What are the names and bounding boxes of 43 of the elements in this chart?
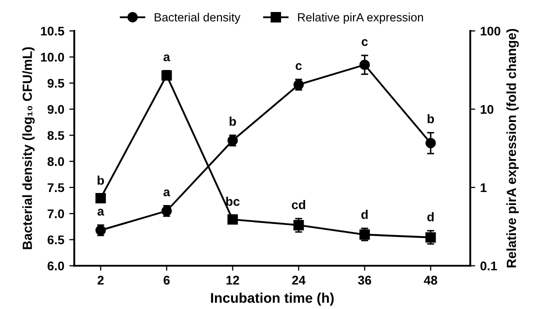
y2-tick-label: 100 [480,26,500,36]
point [359,60,370,70]
y-tick-label: 8.5 [48,131,64,140]
y-tick-label: 7.5 [48,183,64,192]
point [425,138,436,148]
y2-tick-label: 0.1 [480,262,497,270]
x-tick-label: 2 [98,276,104,285]
legend-label: Relative pirA expression [298,12,423,24]
data-label: d [361,210,368,219]
data-label: b [428,114,434,124]
data-label: c [296,63,302,70]
data-label: a [164,189,170,196]
y-tick-label: 7.0 [48,209,64,218]
data-label: d [427,212,434,222]
data-label: b [98,176,104,185]
y-tick-label: 10.5 [40,26,64,36]
data-label: b [230,116,236,126]
x-tick-label: 48 [424,276,438,285]
legend-label: Bacterial density [154,12,240,24]
y2-axis-title: Relative pirA expression (fold change) [506,28,519,268]
y2-tick-label: 10 [480,104,494,114]
point [95,192,106,204]
point [293,220,304,230]
x-tick-label: 12 [226,276,240,285]
data-label: cd [292,200,306,210]
y-tick-label: 6.5 [48,235,64,244]
y-tick-label: 10.0 [40,52,64,62]
y-axis-title: Bacterial density (log₁₀ CFU/mL) [22,47,35,250]
x-axis-title: Incubation time (h) [211,292,334,306]
data-label: a [164,54,170,62]
y-tick-label: 9.5 [48,78,64,88]
data-label: a [98,208,104,216]
x-tick-label: 24 [292,276,306,285]
data-label: c [362,39,368,46]
data-label: bc [226,196,240,206]
y2-tick-label: 1 [480,183,487,192]
y-tick-label: 9.0 [48,104,64,114]
point [227,214,238,225]
x-tick-label: 36 [358,276,372,285]
point [161,70,172,81]
y-tick-label: 8.0 [48,157,64,166]
x-tick-label: 6 [164,276,170,285]
y-tick-label: 6.0 [48,262,64,270]
